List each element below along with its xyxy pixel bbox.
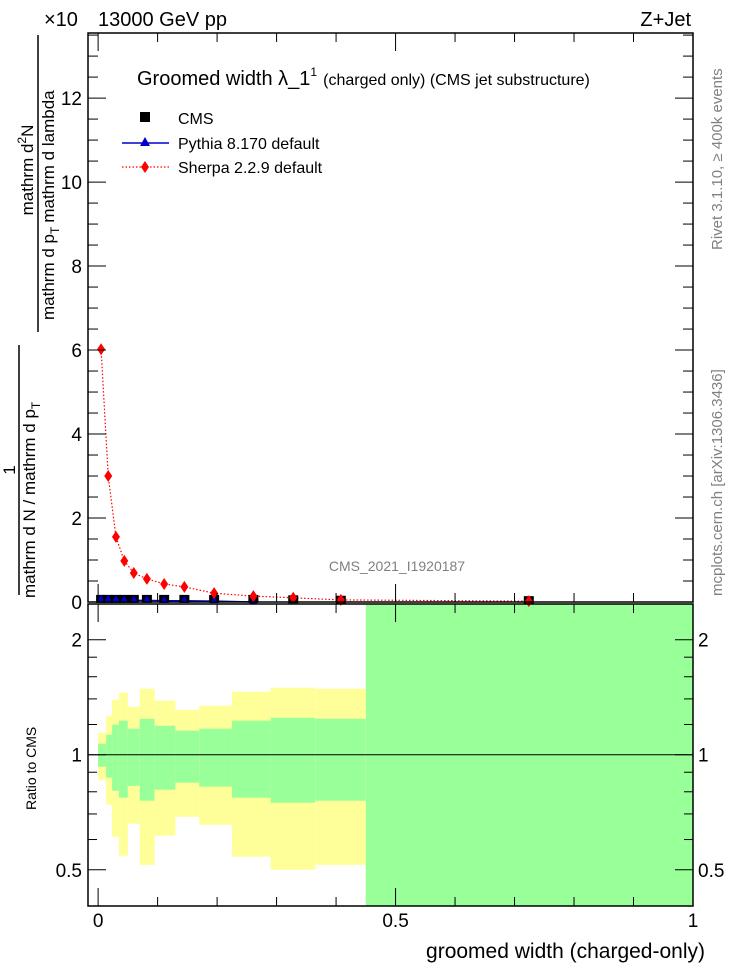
energy-label: 13000 GeV pp [98, 9, 227, 31]
sherpa-point [180, 580, 189, 593]
chart-title: Groomed width λ_11 (charged only) (CMS je… [137, 65, 590, 90]
multiplier-label: ×10 [44, 9, 78, 31]
stat-band-bin [199, 728, 232, 787]
pythia-point [142, 595, 151, 603]
y-tick-label: 8 [71, 257, 82, 278]
x-axis-label: groomed width (charged-only) [426, 940, 705, 963]
stat-band-bin [112, 724, 119, 791]
x-tick-label: 0 [93, 911, 104, 932]
ylabel-num: 1 [0, 465, 19, 474]
sherpa-point [142, 572, 151, 585]
pythia-point [104, 594, 113, 602]
data-marks [96, 343, 534, 608]
stat-band-bin [175, 730, 200, 783]
y-tick-label: 4 [71, 425, 82, 446]
sherpa-point [97, 343, 106, 356]
watermark: CMS_2021_I1920187 [329, 558, 465, 574]
y-tick-label: 0 [71, 593, 82, 614]
legend-sherpa-marker [141, 161, 149, 173]
x-tick-label: 1 [688, 911, 699, 932]
rivet-label: Rivet 3.1.10, ≥ 400k events [709, 68, 726, 250]
mcplots-label: mcplots.cern.ch [arXiv:1306.3436] [709, 369, 726, 596]
sherpa-point [160, 577, 169, 590]
sherpa-point [120, 554, 129, 567]
sherpa-point [289, 591, 298, 604]
ylabel-den: mathrm d N / mathrm d pT [20, 401, 43, 598]
ylabel2-den: mathrm d pTmathrm d lambda [39, 90, 62, 320]
stat-band-bin [270, 717, 316, 803]
legend-cms-marker [140, 112, 150, 122]
ratio-y-tick-label: 1 [71, 746, 82, 767]
ylabel2-num: mathrm d2N [15, 125, 37, 216]
sherpa-point [104, 470, 113, 483]
pythia-point [180, 595, 189, 603]
pythia-point [97, 594, 106, 602]
pythia-point [129, 595, 138, 603]
y-axis-label: 1 mathrm d N / mathrm d pT mathrm d2N ma… [0, 35, 62, 598]
stat-band-bin [127, 728, 140, 786]
stat-band-bin [315, 718, 366, 801]
ratio-y-tick-label-right: 1 [698, 746, 709, 767]
ratio-y-tick-label: 0.5 [56, 861, 82, 882]
legend-pythia-label: Pythia 8.170 default [178, 136, 320, 153]
ratio-y-tick-label-right: 0.5 [698, 861, 724, 882]
y-tick-label: 2 [71, 509, 82, 530]
sherpa-point [111, 530, 120, 543]
process-label: Z+Jet [640, 9, 691, 31]
ratio-frame [87, 603, 694, 907]
y-tick-label: 6 [71, 341, 82, 362]
legend: CMS Pythia 8.170 default Sherpa 2.2.9 de… [122, 111, 323, 177]
legend-pythia-marker [140, 137, 150, 146]
stat-band-bin [106, 734, 113, 778]
sherpa-point [336, 593, 345, 606]
sherpa-point [129, 567, 138, 580]
ratio-y-tick-label: 2 [71, 631, 82, 652]
pythia-point [160, 595, 169, 603]
ratio-y-label: Ratio to CMS [23, 727, 39, 810]
y-tick-label: 12 [61, 89, 82, 110]
y-tick-label: 10 [61, 173, 82, 194]
stat-band-bin [118, 720, 128, 798]
legend-cms-label: CMS [178, 111, 214, 128]
sherpa-point [210, 587, 219, 600]
legend-sherpa-label: Sherpa 2.2.9 default [178, 160, 323, 177]
stat-band-bin [154, 725, 176, 790]
ratio-bands [88, 604, 693, 906]
stat-band-bin [231, 720, 271, 798]
main-frame [87, 32, 694, 603]
pythia-point [111, 594, 120, 602]
sherpa-point [249, 590, 258, 603]
x-tick-label: 0.5 [382, 911, 408, 932]
ratio-y-tick-label-right: 2 [698, 631, 709, 652]
pythia-point [120, 595, 129, 603]
stat-band-bin [139, 718, 155, 801]
